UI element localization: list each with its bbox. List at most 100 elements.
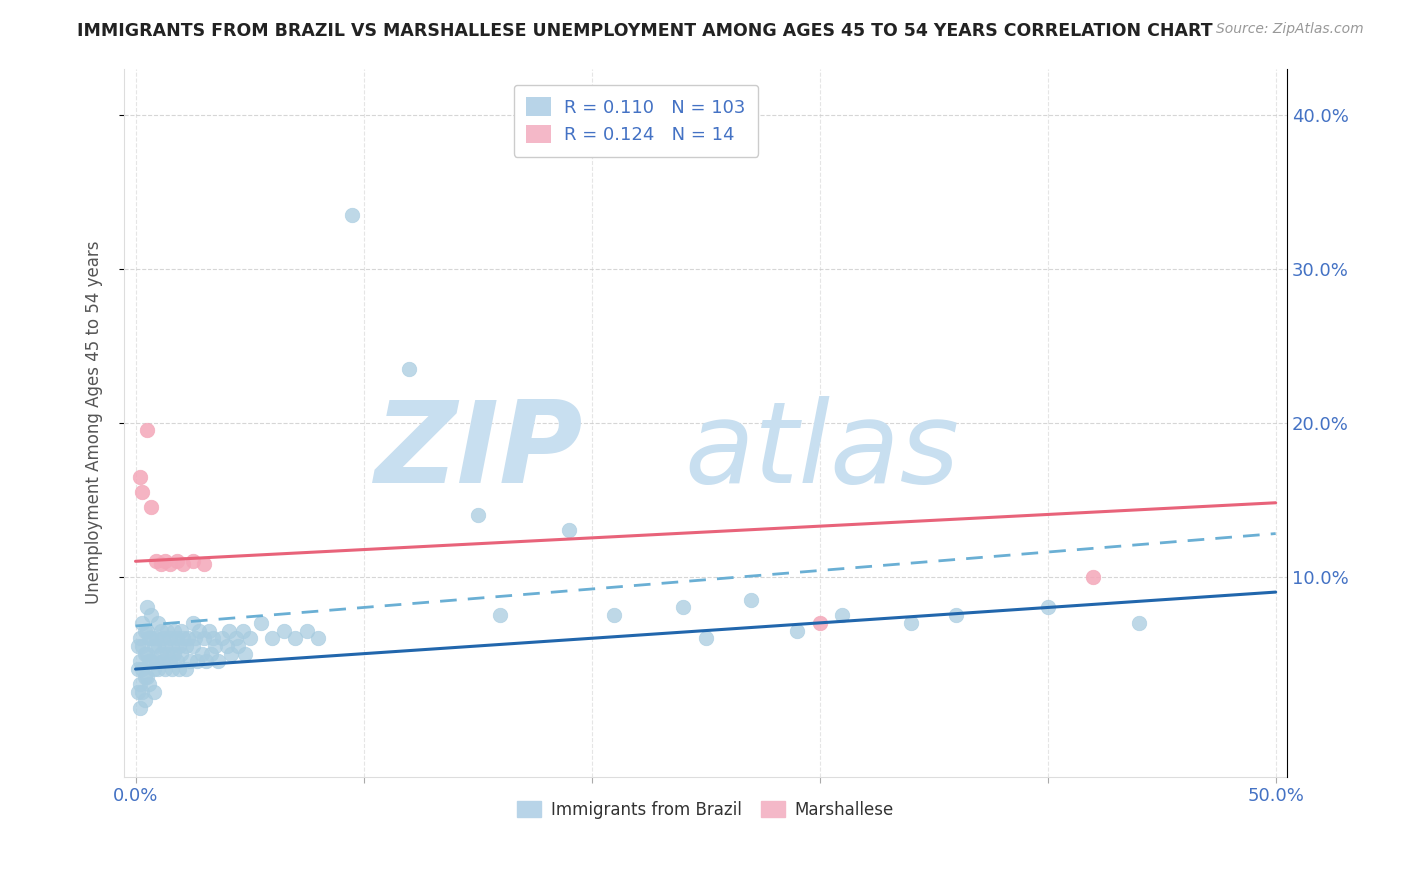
Point xyxy=(467,508,489,522)
Point xyxy=(129,632,152,646)
Point xyxy=(786,624,808,638)
Point xyxy=(142,685,165,699)
Point xyxy=(190,647,212,661)
Point xyxy=(695,632,717,646)
Point xyxy=(141,608,163,623)
Point xyxy=(127,685,149,699)
Point xyxy=(831,608,853,623)
Point xyxy=(188,624,211,638)
Point xyxy=(179,654,201,668)
Point xyxy=(142,639,165,653)
Point xyxy=(195,654,218,668)
Point xyxy=(558,524,581,538)
Point xyxy=(295,624,318,638)
Point xyxy=(945,608,967,623)
Point xyxy=(138,654,160,668)
Point xyxy=(129,677,152,691)
Point xyxy=(181,554,204,568)
Point xyxy=(167,639,190,653)
Point xyxy=(193,558,215,572)
Point xyxy=(136,647,159,661)
Point xyxy=(262,632,284,646)
Y-axis label: Unemployment Among Ages 45 to 54 years: Unemployment Among Ages 45 to 54 years xyxy=(86,241,103,605)
Point xyxy=(153,639,176,653)
Point xyxy=(127,662,149,676)
Point xyxy=(273,624,295,638)
Point xyxy=(149,558,172,572)
Point xyxy=(149,624,172,638)
Point xyxy=(166,654,188,668)
Point xyxy=(218,624,240,638)
Point xyxy=(184,632,207,646)
Point xyxy=(159,654,181,668)
Point xyxy=(129,469,152,483)
Point xyxy=(134,693,156,707)
Point xyxy=(156,624,179,638)
Point xyxy=(177,632,200,646)
Point xyxy=(163,647,186,661)
Point xyxy=(129,700,152,714)
Point xyxy=(131,485,153,500)
Point xyxy=(808,615,831,630)
Point xyxy=(603,608,626,623)
Point xyxy=(900,615,922,630)
Point xyxy=(181,639,204,653)
Point xyxy=(138,677,160,691)
Point xyxy=(152,632,174,646)
Point xyxy=(226,639,249,653)
Point xyxy=(1036,600,1059,615)
Point xyxy=(141,654,163,668)
Point xyxy=(148,615,170,630)
Point xyxy=(141,632,163,646)
Point xyxy=(131,685,153,699)
Point xyxy=(232,624,254,638)
Point xyxy=(172,632,194,646)
Point xyxy=(166,554,188,568)
Point xyxy=(340,208,363,222)
Point xyxy=(202,632,225,646)
Point xyxy=(221,647,243,661)
Point xyxy=(166,632,188,646)
Point xyxy=(167,662,190,676)
Point xyxy=(186,654,208,668)
Point xyxy=(131,639,153,653)
Point xyxy=(136,670,159,684)
Point xyxy=(160,639,183,653)
Point xyxy=(159,558,181,572)
Point xyxy=(160,662,183,676)
Point xyxy=(215,639,238,653)
Point xyxy=(145,632,167,646)
Point xyxy=(153,554,176,568)
Point xyxy=(136,624,159,638)
Point xyxy=(672,600,695,615)
Point xyxy=(200,647,222,661)
Point xyxy=(134,624,156,638)
Point xyxy=(225,632,247,646)
Point xyxy=(134,670,156,684)
Point xyxy=(145,654,167,668)
Point xyxy=(129,654,152,668)
Point xyxy=(489,608,512,623)
Point xyxy=(138,632,160,646)
Text: ZIP: ZIP xyxy=(375,395,583,507)
Point xyxy=(170,647,193,661)
Point xyxy=(153,662,176,676)
Legend: Immigrants from Brazil, Marshallese: Immigrants from Brazil, Marshallese xyxy=(510,794,901,825)
Point xyxy=(136,424,159,438)
Point xyxy=(193,632,215,646)
Point xyxy=(131,662,153,676)
Point xyxy=(250,615,273,630)
Point xyxy=(149,647,172,661)
Point xyxy=(141,500,163,515)
Point xyxy=(145,554,167,568)
Point xyxy=(142,662,165,676)
Point xyxy=(136,600,159,615)
Point xyxy=(207,654,229,668)
Point xyxy=(181,615,204,630)
Point xyxy=(170,624,193,638)
Point xyxy=(152,654,174,668)
Point xyxy=(159,632,181,646)
Point xyxy=(148,639,170,653)
Point xyxy=(163,624,186,638)
Point xyxy=(174,639,197,653)
